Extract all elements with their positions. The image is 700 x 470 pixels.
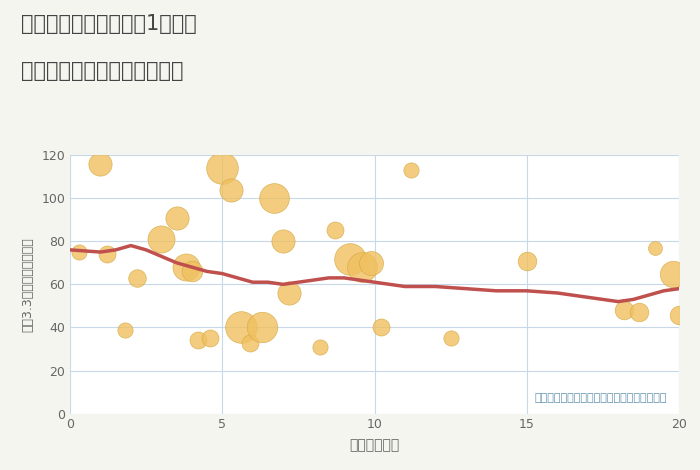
Point bbox=[193, 337, 204, 344]
Point bbox=[667, 270, 678, 277]
Point bbox=[156, 235, 167, 243]
Text: 駅距離別中古マンション価格: 駅距離別中古マンション価格 bbox=[21, 61, 183, 81]
Point bbox=[244, 339, 256, 346]
Point bbox=[204, 335, 216, 342]
Point bbox=[375, 324, 386, 331]
Point bbox=[226, 186, 237, 193]
Point bbox=[366, 259, 377, 266]
Point bbox=[445, 335, 456, 342]
Point bbox=[405, 166, 416, 174]
Point bbox=[180, 263, 191, 271]
Point bbox=[649, 244, 660, 251]
Point bbox=[101, 251, 112, 258]
Point bbox=[217, 164, 228, 172]
Point bbox=[132, 274, 143, 282]
X-axis label: 駅距離（分）: 駅距離（分） bbox=[349, 439, 400, 453]
Y-axis label: 坪（3.3㎡）単価（万円）: 坪（3.3㎡）単価（万円） bbox=[21, 237, 34, 332]
Point bbox=[521, 257, 532, 265]
Point bbox=[344, 255, 356, 262]
Point bbox=[256, 324, 267, 331]
Point bbox=[673, 311, 685, 318]
Point bbox=[95, 160, 106, 167]
Point bbox=[619, 306, 630, 314]
Point bbox=[329, 227, 340, 234]
Point bbox=[314, 343, 326, 351]
Point bbox=[277, 237, 289, 245]
Text: 円の大きさは、取引のあった物件面積を示す: 円の大きさは、取引のあった物件面積を示す bbox=[534, 393, 667, 403]
Point bbox=[171, 214, 182, 221]
Point bbox=[186, 267, 197, 275]
Text: 三重県名張市桔梗が丘1番町の: 三重県名張市桔梗が丘1番町の bbox=[21, 14, 197, 34]
Point bbox=[74, 248, 85, 256]
Point bbox=[119, 326, 130, 333]
Point bbox=[357, 263, 368, 271]
Point bbox=[235, 324, 246, 331]
Point bbox=[634, 309, 645, 316]
Point bbox=[284, 289, 295, 297]
Point bbox=[268, 195, 279, 202]
